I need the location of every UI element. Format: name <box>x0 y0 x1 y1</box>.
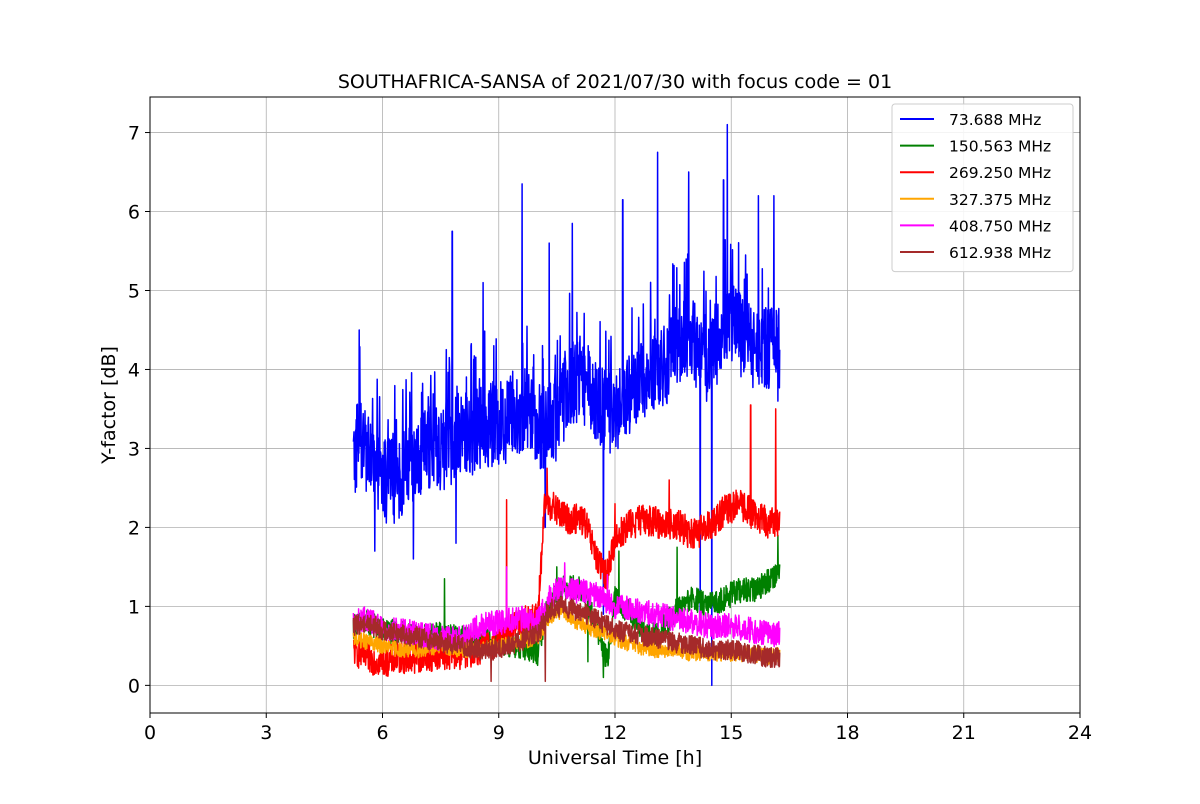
y-tick-label: 2 <box>128 517 140 539</box>
x-tick-label: 6 <box>376 722 388 744</box>
legend-entry-label: 408.750 MHz <box>949 217 1051 235</box>
legend-box <box>891 103 1074 273</box>
y-tick-label: 1 <box>128 596 140 618</box>
series-line <box>352 595 781 683</box>
x-tick-label: 12 <box>603 722 627 744</box>
y-tick-label: 7 <box>128 123 140 145</box>
y-tick-label: 6 <box>128 202 140 224</box>
y-tick-label: 5 <box>128 280 140 302</box>
y-axis-label: Y-factor [dB] <box>98 346 120 465</box>
x-tick-label: 0 <box>144 722 156 744</box>
series-lines <box>352 123 781 687</box>
y-tick-label: 0 <box>128 675 140 697</box>
legend-entry-label: 150.563 MHz <box>949 138 1051 156</box>
legend-entry-label: 612.938 MHz <box>949 244 1051 262</box>
series-line <box>352 123 781 687</box>
legend-entry-label: 269.250 MHz <box>949 164 1051 182</box>
legend-entry-label: 327.375 MHz <box>949 191 1051 209</box>
x-tick-label: 24 <box>1068 722 1092 744</box>
x-axis-label: Universal Time [h] <box>528 747 702 769</box>
x-tick-label: 15 <box>719 722 743 744</box>
x-tick-label: 21 <box>952 722 976 744</box>
legend-entry-label: 73.688 MHz <box>949 111 1041 129</box>
chart-title: SOUTHAFRICA-SANSA of 2021/07/30 with foc… <box>338 71 892 93</box>
y-tick-label: 3 <box>128 438 140 460</box>
legend: 73.688 MHz 150.563 MHz 269.250 MHz 327.375 … <box>891 103 1074 273</box>
x-tick-label: 9 <box>493 722 505 744</box>
x-tick-label: 3 <box>260 722 272 744</box>
y-tick-label: 4 <box>128 359 140 381</box>
x-tick-label: 18 <box>835 722 859 744</box>
